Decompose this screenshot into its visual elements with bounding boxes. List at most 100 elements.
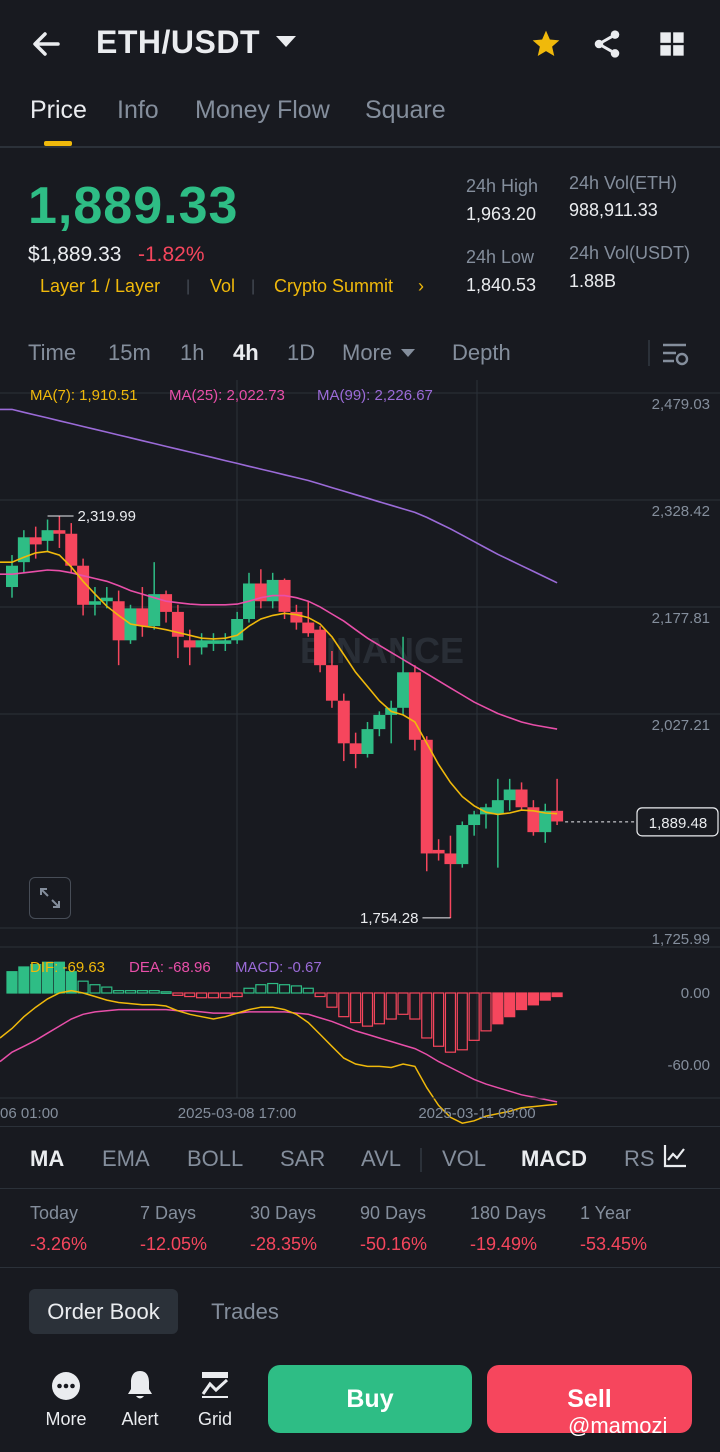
macd-histogram-bar — [385, 992, 397, 1020]
macd-histogram-bar — [468, 992, 480, 1041]
timeframe-1d[interactable]: 1D — [287, 340, 316, 365]
indicator-avl[interactable]: AVL — [361, 1146, 401, 1171]
indicator-ma[interactable]: MA — [30, 1146, 65, 1171]
perf-value: -28.35% — [250, 1234, 318, 1254]
macd-histogram-bar — [551, 992, 563, 998]
dea-line — [0, 1008, 558, 1103]
candle-down — [515, 789, 528, 808]
kline-chart[interactable]: BINANCE 2,479.03 2,328.42 2,177.81 2,027.21 1… — [0, 380, 720, 1128]
grid-bot-icon[interactable] — [200, 1370, 230, 1400]
macd-histogram-bar — [361, 992, 374, 1027]
timeframe-more[interactable]: More — [342, 340, 393, 365]
last-price: 1,889.33 — [28, 177, 239, 235]
favorite-star-icon[interactable] — [526, 24, 566, 64]
indicator-settings-icon[interactable] — [662, 1143, 688, 1171]
ma99-label: MA(99): 2,226.67 — [317, 387, 433, 404]
perf-label: 1 Year — [580, 1203, 632, 1223]
tab-order-book[interactable]: Order Book — [29, 1289, 178, 1334]
divider — [420, 1148, 422, 1172]
candle-down — [337, 700, 350, 744]
buy-button[interactable]: Buy — [268, 1365, 472, 1433]
expand-icon[interactable] — [29, 877, 71, 919]
macd-histogram-bar — [30, 963, 42, 994]
tab-square[interactable]: Square — [365, 96, 446, 124]
chevron-right-icon[interactable]: › — [418, 276, 424, 296]
candle-up — [361, 729, 374, 754]
candle-up — [480, 807, 492, 815]
indicator-vol[interactable]: VOL — [442, 1146, 487, 1171]
more-label[interactable]: More — [45, 1409, 87, 1429]
tag-vol[interactable]: Vol — [210, 276, 236, 296]
more-caret-icon[interactable] — [401, 349, 415, 357]
perf-value: -50.16% — [360, 1234, 428, 1254]
macd-label: MACD: -0.67 — [235, 959, 322, 976]
grid-menu-icon[interactable] — [652, 24, 692, 64]
candle-down — [432, 849, 445, 854]
candle-down — [160, 594, 173, 612]
indicator-rsi[interactable]: RSI — [624, 1146, 656, 1171]
macd-histogram-bar — [101, 986, 113, 994]
tab-info[interactable]: Info — [117, 96, 159, 124]
macd-histogram-bar — [338, 992, 350, 1018]
divider — [0, 1267, 720, 1268]
alert-label[interactable]: Alert — [121, 1409, 159, 1429]
tag-layer1[interactable]: Layer 1 / Layer — [40, 276, 161, 296]
ma25-label: MA(25): 2,022.73 — [169, 387, 285, 404]
perf-label: 7 Days — [140, 1203, 197, 1223]
sell-button[interactable]: Sell — [487, 1365, 692, 1433]
candle-down — [444, 853, 457, 865]
macd-histogram-bar — [18, 966, 30, 994]
tab-trades[interactable]: Trades — [211, 1298, 279, 1324]
candle-down — [171, 611, 184, 637]
timeframe-4h[interactable]: 4h — [233, 340, 259, 365]
indicator-boll[interactable]: BOLL — [187, 1146, 244, 1171]
candle-down — [112, 601, 125, 641]
indicator-ema[interactable]: EMA — [102, 1146, 150, 1171]
candle-up — [88, 601, 101, 605]
candle-down — [136, 608, 149, 627]
candle-up — [195, 640, 208, 648]
candle-down — [29, 537, 42, 545]
macd-histogram-bar — [219, 992, 231, 999]
current-price-badge — [636, 807, 719, 837]
tag-crypto-summit[interactable]: Crypto Summit — [274, 276, 394, 296]
ma7-label: MA(7): 1,910.51 — [30, 387, 138, 404]
macd-histogram-bar — [160, 991, 172, 994]
timeframe-1h[interactable]: 1h — [180, 340, 205, 365]
indicator-macd[interactable]: MACD — [521, 1146, 587, 1171]
dea-label: DEA: -68.96 — [129, 959, 211, 976]
candle-up — [266, 579, 279, 602]
timeframe-15m[interactable]: 15m — [108, 340, 151, 365]
pair-dropdown-caret-icon[interactable] — [276, 36, 296, 47]
candle-down — [302, 622, 315, 634]
back-arrow-icon[interactable] — [28, 24, 68, 64]
y-axis-tick-label: 2,479.03 — [652, 396, 710, 413]
alert-bell-icon[interactable] — [124, 1368, 156, 1402]
macd-histogram-bar — [421, 992, 433, 1039]
y-axis-tick-label: 2,177.81 — [652, 610, 710, 627]
candle-up — [100, 597, 113, 602]
chart-settings-icon[interactable] — [660, 340, 690, 368]
candle-up — [373, 714, 386, 730]
grid-label[interactable]: Grid — [197, 1409, 232, 1429]
macd-histogram-bar — [515, 992, 528, 1011]
macd-histogram-bar — [373, 992, 385, 1025]
x-axis-tick-label: 2025-03-11 09:00 — [418, 1105, 535, 1122]
macd-histogram-bar — [113, 990, 125, 994]
current-price-label: 1,889.48 — [649, 815, 707, 832]
candle-down — [551, 810, 564, 822]
share-icon[interactable] — [587, 24, 627, 64]
macd-histogram-bar — [172, 992, 184, 996]
tab-price[interactable]: Price — [30, 96, 87, 124]
candle-down — [290, 611, 303, 623]
macd-histogram-bar — [77, 980, 89, 994]
timeframe-time[interactable]: Time — [28, 340, 77, 365]
pair-title[interactable]: ETH/USDT — [96, 24, 260, 60]
timeframe-depth[interactable]: Depth — [452, 340, 511, 365]
macd-histogram-bar — [492, 992, 504, 1025]
x-axis-tick-label: 2025-03-08 17:00 — [178, 1105, 296, 1122]
indicator-sar[interactable]: SAR — [280, 1146, 326, 1171]
more-icon[interactable] — [50, 1370, 82, 1402]
tab-money-flow[interactable]: Money Flow — [195, 96, 330, 124]
candle-up — [41, 530, 54, 541]
